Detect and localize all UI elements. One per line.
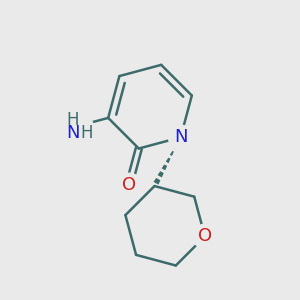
Text: O: O [198, 227, 212, 245]
Polygon shape [178, 137, 181, 142]
Polygon shape [158, 171, 164, 177]
Polygon shape [154, 178, 160, 184]
Ellipse shape [169, 125, 193, 149]
Ellipse shape [116, 173, 142, 197]
Text: H: H [66, 111, 79, 129]
Ellipse shape [193, 224, 217, 248]
Polygon shape [174, 144, 177, 149]
Ellipse shape [52, 111, 93, 144]
Polygon shape [166, 158, 170, 163]
Polygon shape [170, 151, 174, 156]
Text: O: O [122, 176, 136, 194]
Text: N: N [66, 124, 80, 142]
Text: N: N [174, 128, 188, 146]
Text: H: H [80, 124, 93, 142]
Polygon shape [162, 164, 167, 170]
